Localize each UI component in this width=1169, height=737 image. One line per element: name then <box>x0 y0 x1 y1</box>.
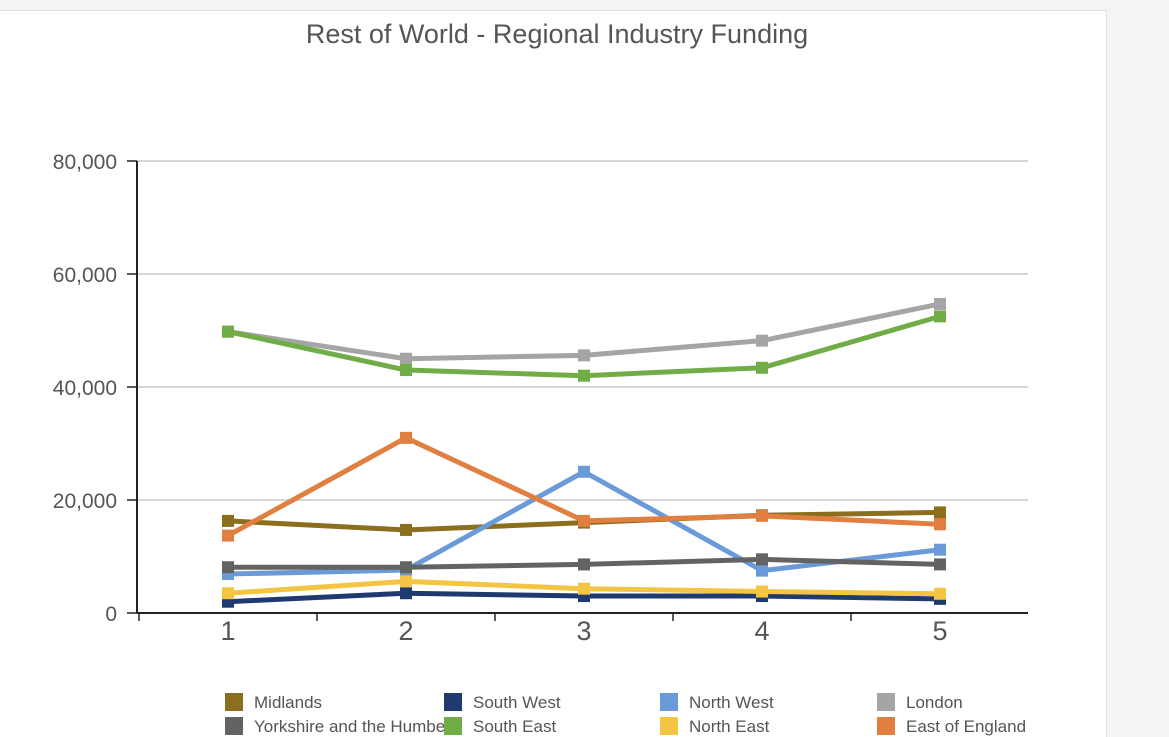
data-point <box>934 297 946 310</box>
data-point <box>400 523 412 536</box>
legend-label: North East <box>689 717 770 736</box>
data-point <box>222 325 234 338</box>
gridlines <box>137 160 1028 501</box>
axes: 0 20,000 40,000 60,000 80,000 1 2 3 4 5 <box>53 151 1028 646</box>
legend-swatch <box>444 693 462 711</box>
data-point <box>222 514 234 527</box>
data-point <box>934 587 946 600</box>
x-tick-label: 4 <box>754 616 769 646</box>
chart-title: Rest of World - Regional Industry Fundin… <box>305 19 809 49</box>
legend-label: South West <box>473 693 561 712</box>
series-east-of-england <box>222 431 946 542</box>
legend-swatch <box>660 693 678 711</box>
data-point <box>400 575 412 588</box>
legend-item: South East <box>444 717 556 736</box>
series-north-east <box>222 575 946 600</box>
series-south-east <box>222 310 946 382</box>
y-tick-label: 80,000 <box>53 151 117 174</box>
y-tick-label: 40,000 <box>53 377 117 400</box>
x-tick-label: 1 <box>220 616 235 646</box>
data-point <box>400 587 412 600</box>
page-margin <box>1107 0 1169 737</box>
data-point <box>578 369 590 382</box>
data-point <box>578 582 590 595</box>
y-tick-label: 60,000 <box>53 264 117 287</box>
legend-item: North West <box>660 693 774 712</box>
legend-item: East of England <box>877 717 1026 736</box>
y-tick-label: 0 <box>105 603 117 626</box>
x-tick-label: 5 <box>932 616 947 646</box>
legend-swatch <box>877 693 895 711</box>
legend-label: East of England <box>906 717 1026 736</box>
legend-item: Midlands <box>225 693 322 712</box>
legend-label: South East <box>473 717 556 736</box>
legend-item: South West <box>444 693 561 712</box>
data-point <box>578 465 590 478</box>
data-point <box>578 558 590 571</box>
data-point <box>934 310 946 323</box>
legend-item: London <box>877 693 963 712</box>
data-point <box>400 431 412 444</box>
line-chart: 0 20,000 40,000 60,000 80,000 1 2 3 4 5 Midlands S… <box>53 151 1028 736</box>
data-point <box>934 506 946 519</box>
legend-swatch <box>225 693 243 711</box>
data-point <box>400 352 412 365</box>
data-point <box>400 364 412 377</box>
legend-label: Yorkshire and the Humber <box>254 717 451 736</box>
legend-swatch <box>877 717 895 735</box>
data-point <box>222 561 234 574</box>
series-lines <box>222 297 946 608</box>
data-point <box>756 585 768 598</box>
data-point <box>934 558 946 571</box>
data-point <box>934 543 946 556</box>
data-point <box>756 361 768 374</box>
data-point <box>400 561 412 574</box>
data-point <box>578 349 590 362</box>
y-tick-label: 20,000 <box>53 490 117 513</box>
data-point <box>578 514 590 527</box>
data-point <box>756 509 768 522</box>
data-point <box>756 334 768 347</box>
data-point <box>756 553 768 566</box>
chart-panel: Rest of World - Regional Industry Fundin… <box>0 10 1107 737</box>
legend-item: North East <box>660 717 770 736</box>
legend-label: North West <box>689 693 774 712</box>
legend-swatch <box>660 717 678 735</box>
data-point <box>222 587 234 600</box>
legend-label: Midlands <box>254 693 322 712</box>
x-tick-label: 2 <box>398 616 413 646</box>
legend-swatch <box>444 717 462 735</box>
legend: Midlands South West North West London Yorksh… <box>225 693 1026 736</box>
data-point <box>756 564 768 577</box>
legend-swatch <box>225 717 243 735</box>
legend-item: Yorkshire and the Humber <box>225 717 451 736</box>
x-tick-label: 3 <box>576 616 591 646</box>
series-yorkshire-and-the-humber <box>222 553 946 574</box>
legend-label: London <box>906 693 963 712</box>
data-point <box>222 529 234 542</box>
data-point <box>934 518 946 531</box>
